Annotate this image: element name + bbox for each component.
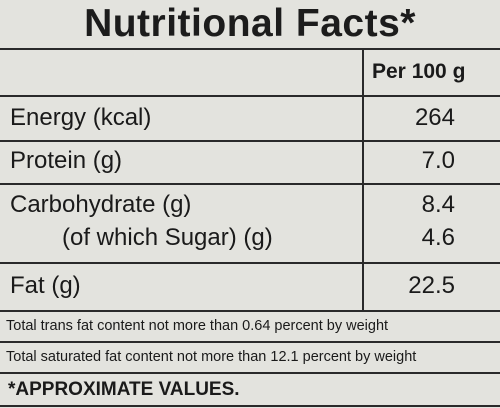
row-value-protein: 7.0 [421,147,455,174]
divider-bottom [0,405,500,407]
note-trans-fat: Total trans fat content not more than 0.… [6,318,389,334]
row-label-protein: Protein (g) [10,147,123,174]
column-divider [362,48,364,312]
divider-row-4 [0,310,500,312]
row-value-fat: 22.5 [408,272,455,299]
row-label-fat: Fat (g) [10,272,81,299]
divider-row-1 [0,140,500,142]
column-header-per-100g: Per 100 g [372,60,466,83]
divider-row-3 [0,262,500,264]
note-saturated-fat: Total saturated fat content not more tha… [6,349,417,365]
row-label-energy: Energy (kcal) [10,104,152,131]
divider-header [0,95,500,97]
divider-note-2 [0,372,500,374]
footer-approximate-values: *APPROXIMATE VALUES. [8,379,240,400]
row-value-energy: 264 [414,104,455,131]
row-value-sugar: 4.6 [421,224,455,251]
row-value-carbohydrate: 8.4 [421,191,455,218]
divider-row-2 [0,183,500,185]
panel-title: Nutritional Facts* [84,2,416,45]
row-label-sugar: (of which Sugar) (g) [62,224,273,251]
divider-note-1 [0,341,500,343]
row-label-carbohydrate: Carbohydrate (g) [10,191,192,218]
divider-top [0,48,500,50]
